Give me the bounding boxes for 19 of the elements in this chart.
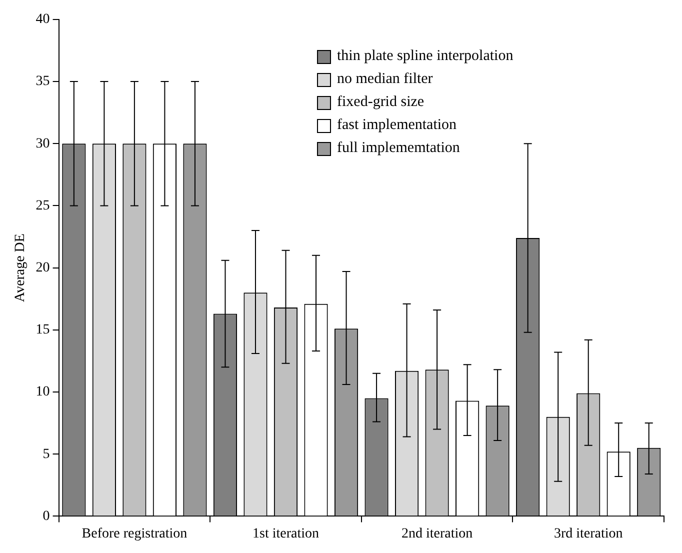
legend-label: full implememtation — [337, 140, 460, 157]
legend-label: no median filter — [337, 71, 433, 88]
y-tick-label: 35 — [36, 74, 50, 90]
y-tick-label: 5 — [42, 446, 50, 462]
y-tick-label: 15 — [36, 322, 50, 338]
legend-label: fixed-grid size — [337, 94, 424, 111]
y-tick-label: 20 — [36, 260, 50, 276]
y-tick-label: 25 — [36, 198, 50, 214]
legend-label: thin plate spline interpolation — [337, 48, 514, 65]
x-tick-label: 1st iteration — [252, 526, 319, 542]
x-tick-label: 2nd iteration — [401, 526, 473, 542]
y-tick-label: 30 — [36, 136, 50, 152]
y-tick-label: 10 — [36, 384, 50, 400]
y-tick-label: 40 — [36, 12, 50, 28]
y-axis-title: Average DE — [13, 234, 28, 302]
x-tick-label: 3rd iteration — [554, 526, 623, 542]
x-tick-label: Before registration — [82, 526, 188, 542]
legend-label: fast implementation — [337, 117, 457, 134]
y-tick-label: 0 — [42, 508, 50, 524]
